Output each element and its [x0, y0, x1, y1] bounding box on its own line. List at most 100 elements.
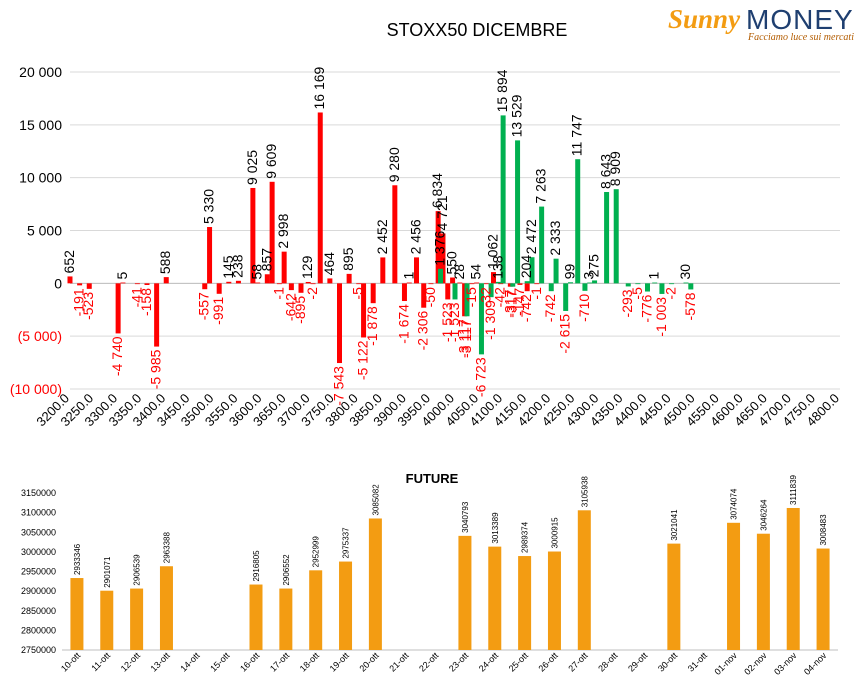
- put-bar: [356, 283, 362, 285]
- y-tick-label: 3150000: [21, 488, 56, 498]
- put-bar: [216, 283, 222, 294]
- y-tick-label: 10 000: [19, 170, 62, 186]
- put-bar: [202, 283, 208, 290]
- data-label: -557: [196, 292, 212, 320]
- put-bar: [392, 185, 398, 284]
- put-bar: [235, 280, 241, 284]
- y-tick-label: 2850000: [21, 606, 56, 616]
- data-label: -642: [282, 293, 298, 321]
- x-tick-label: 15-ott: [208, 650, 232, 674]
- data-label: -317: [504, 289, 520, 317]
- put-bar: [440, 233, 446, 284]
- data-label: 54: [468, 264, 484, 280]
- data-label: 99: [562, 264, 578, 280]
- x-tick-label: 31-ott: [686, 650, 710, 674]
- call-bar: [683, 282, 689, 284]
- logo-money: MONEY: [746, 4, 854, 35]
- y-tick-label: 2950000: [21, 567, 56, 577]
- put-bar: [445, 283, 451, 300]
- chart-title: STOXX50 DICEMBRE: [387, 20, 568, 40]
- data-label: 5 330: [201, 189, 217, 224]
- put-bar: [469, 283, 475, 285]
- data-label: 2952999: [312, 536, 321, 568]
- data-label: -158: [138, 288, 154, 316]
- data-label: -710: [576, 294, 592, 322]
- call-bar: [604, 192, 610, 284]
- put-bar: [250, 187, 256, 284]
- data-label: 9 280: [386, 147, 402, 182]
- put-bar: [524, 283, 530, 292]
- data-label: -5 985: [148, 349, 164, 389]
- put-bar: [207, 227, 213, 284]
- future-bar: [756, 533, 770, 650]
- data-label: -5 122: [355, 340, 371, 380]
- call-bar: [438, 268, 444, 284]
- data-label: 275: [586, 254, 602, 278]
- data-label: 857: [258, 248, 274, 272]
- data-label: -523: [80, 292, 96, 320]
- future-bar: [727, 522, 741, 650]
- data-label: 1: [646, 272, 662, 280]
- data-label: 3085082: [371, 484, 380, 516]
- data-label: 2 998: [275, 213, 291, 248]
- put-bar: [134, 283, 140, 285]
- put-bar: [346, 273, 352, 284]
- data-label: -147: [511, 288, 527, 316]
- put-bar: [154, 283, 160, 347]
- data-label: 58: [249, 264, 265, 280]
- call-bar: [688, 283, 694, 290]
- data-label: 129: [299, 255, 315, 279]
- data-label: 3013389: [491, 512, 500, 544]
- data-label: 15 894: [494, 69, 510, 112]
- data-label: -4 740: [109, 336, 125, 376]
- x-tick-label: 20-ott: [357, 650, 381, 674]
- data-label: 3: [581, 272, 597, 280]
- data-label: -742: [518, 294, 534, 322]
- put-bar: [517, 283, 523, 285]
- future-chart: FUTURE 2933346 2901071 2906539 2963388 29168…: [21, 471, 838, 677]
- call-bar: [548, 283, 554, 292]
- put-bar: [144, 283, 150, 286]
- data-label: 6 834: [429, 173, 445, 208]
- put-bar: [428, 283, 434, 285]
- y-tick-label: 5 000: [27, 223, 62, 239]
- logo-brand: Sunny: [668, 4, 741, 34]
- put-bar: [305, 281, 311, 284]
- data-label: -1 523: [446, 302, 462, 342]
- data-label: 8 909: [607, 151, 623, 186]
- data-label: 5: [114, 272, 130, 280]
- call-bar: [515, 140, 521, 284]
- x-tick-label: 04-nov: [802, 650, 829, 677]
- data-label: -776: [639, 294, 655, 322]
- data-label: -42: [492, 287, 508, 307]
- x-tick-label: 17-ott: [268, 650, 292, 674]
- data-label: 3040793: [461, 501, 470, 533]
- data-label: 2 472: [523, 219, 539, 254]
- y-tick-label: 20 000: [19, 64, 62, 80]
- y-tick-label: 2800000: [21, 625, 56, 635]
- data-label: 16 169: [311, 66, 327, 109]
- call-bar: [510, 283, 516, 287]
- put-bar: [310, 283, 316, 285]
- put-bar: [435, 211, 441, 284]
- x-tick-label: 03-nov: [772, 650, 799, 677]
- data-label: -317: [501, 289, 517, 317]
- data-label: -293: [619, 289, 635, 317]
- call-bar: [613, 189, 619, 284]
- y-tick-label: 15 000: [19, 117, 62, 133]
- x-tick-label: 24-ott: [477, 650, 501, 674]
- put-bar: [281, 251, 287, 284]
- data-label: 9 609: [263, 144, 279, 179]
- put-bar: [450, 277, 456, 284]
- put-bar: [120, 282, 126, 284]
- x-tick-label: 19-ott: [328, 650, 352, 674]
- y-tick-label: 3000000: [21, 547, 56, 557]
- future-bar: [249, 584, 263, 650]
- data-label: 11 747: [569, 114, 585, 156]
- data-label: 9 025: [244, 150, 260, 185]
- x-tick-label: 13-ott: [149, 650, 173, 674]
- call-bar: [652, 282, 658, 284]
- data-label: -1 003: [653, 297, 669, 337]
- data-label: 2975337: [342, 527, 351, 559]
- data-label: 30: [677, 264, 693, 280]
